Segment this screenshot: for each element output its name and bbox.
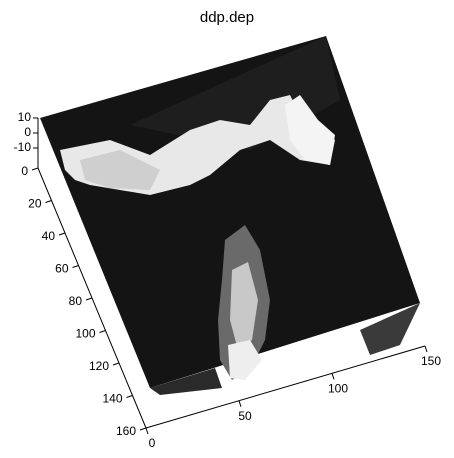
- y-tick: [140, 428, 146, 430]
- y-tick-label: 100: [75, 327, 95, 341]
- y-tick: [100, 331, 106, 333]
- y-tick-label: 80: [69, 294, 83, 308]
- z-tick-label: 10: [18, 110, 32, 124]
- x-tick-label: 50: [238, 409, 252, 423]
- x-tick: [332, 373, 334, 379]
- x-tick-label: 100: [328, 382, 348, 396]
- surface: [40, 36, 420, 395]
- x-tick: [146, 428, 148, 434]
- chart: ddp.dep 02040608010012014016005010015010…: [0, 0, 454, 453]
- y-tick: [46, 201, 52, 203]
- y-tick: [59, 233, 65, 235]
- y-tick-label: 0: [21, 164, 28, 178]
- y-tick-label: 60: [55, 262, 69, 276]
- y-tick-label: 40: [42, 229, 56, 243]
- chart-title: ddp.dep: [200, 9, 254, 26]
- y-tick-label: 140: [102, 392, 122, 406]
- x-tick-label: 0: [149, 436, 156, 450]
- y-tick-label: 20: [28, 197, 42, 211]
- y-tick: [127, 396, 133, 398]
- x-tick-label: 150: [421, 354, 441, 368]
- y-tick: [32, 168, 38, 170]
- y-tick-label: 160: [116, 424, 136, 438]
- x-tick: [425, 346, 427, 352]
- x-tick: [239, 401, 241, 407]
- y-tick-label: 120: [89, 359, 109, 373]
- y-tick: [113, 363, 119, 365]
- y-tick: [86, 298, 92, 300]
- y-tick: [73, 266, 79, 268]
- z-tick-label: -10: [14, 140, 32, 154]
- z-tick-label: 0: [24, 125, 31, 139]
